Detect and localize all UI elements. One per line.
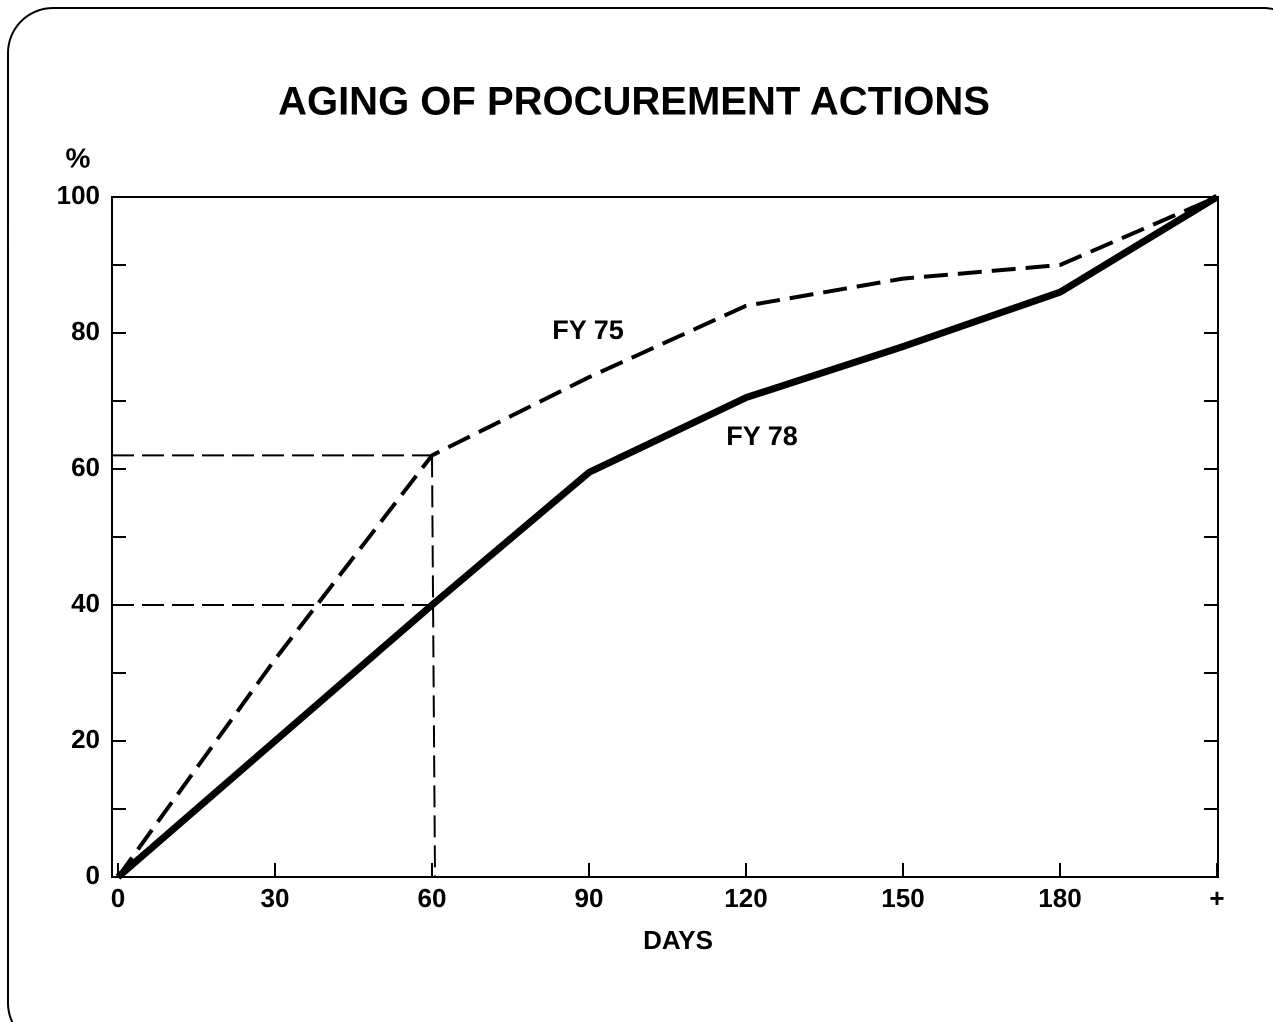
x-tick-label: 30 <box>261 883 290 913</box>
chart-title: AGING OF PROCUREMENT ACTIONS <box>278 80 990 124</box>
x-tick-label: + <box>1209 883 1224 913</box>
page-border <box>7 7 1273 1022</box>
series-label: FY 75 <box>552 315 624 345</box>
guide-line-vertical <box>431 455 436 878</box>
y-tick-label: 80 <box>71 316 100 346</box>
x-tick-label: 60 <box>418 883 447 913</box>
series-line <box>116 195 1218 879</box>
series-label: FY 78 <box>726 421 798 451</box>
y-axis-label: % <box>66 142 91 173</box>
x-tick-label: 90 <box>575 883 604 913</box>
y-tick-label: 40 <box>71 588 100 618</box>
y-tick-label: 20 <box>71 724 100 754</box>
x-tick-label: 150 <box>881 883 924 913</box>
series-line <box>115 194 1219 880</box>
x-tick-label: 0 <box>111 883 125 913</box>
y-tick-label: 60 <box>71 452 100 482</box>
y-tick-label: 0 <box>86 860 100 890</box>
x-tick-label: 120 <box>724 883 767 913</box>
plot-frame <box>111 196 1219 878</box>
x-tick-label: 180 <box>1038 883 1081 913</box>
x-axis-label: DAYS <box>643 925 713 955</box>
y-tick-label: 100 <box>57 180 100 210</box>
